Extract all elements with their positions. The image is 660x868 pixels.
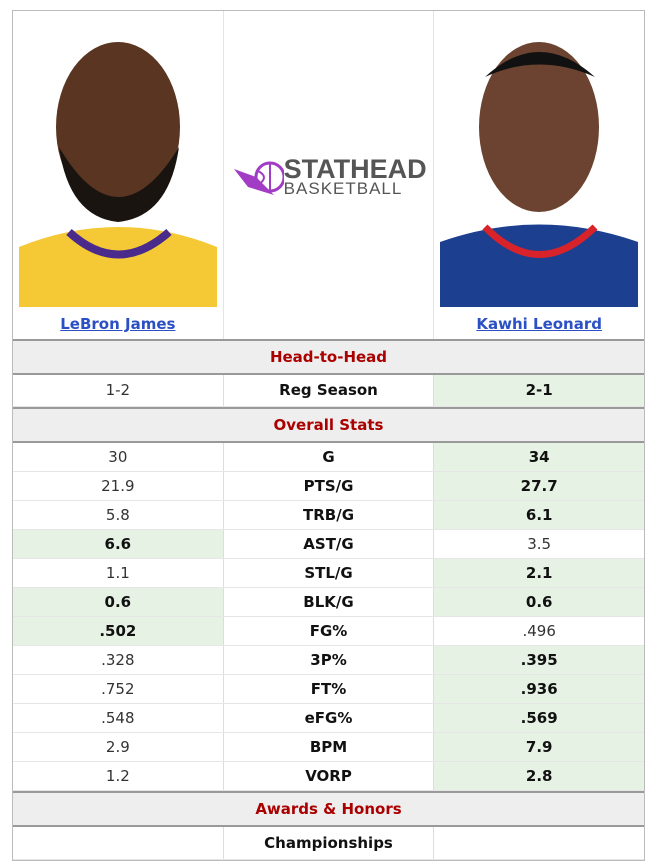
stat-row: .548 eFG% .569 [13,704,645,733]
left-value: 1-2 [105,381,131,399]
stat-label: BPM [222,733,435,761]
stat-label: Championships [222,827,435,859]
stathead-logo: STATHEAD BASKETBALL [233,154,427,198]
stat-row: .502 FG% .496 [13,617,644,646]
right-value: 6.1 [434,501,645,529]
stat-label: FT% [222,675,435,703]
left-value: 30 [108,448,128,466]
logo-text-1: STATHEAD [283,154,427,184]
player-right: Kawhi Leonard [434,11,644,339]
player-link-kawhi[interactable]: Kawhi Leonard [476,315,602,333]
stat-row: 6.6 AST/G 3.5 [13,530,644,559]
right-value: 2-1 [434,375,645,406]
section-overall-stats: Overall Stats [13,407,644,443]
logo-column: STATHEAD BASKETBALL [224,11,435,339]
stat-row: 30 G 34 [13,443,645,472]
left-value: 2.9 [105,738,130,756]
left-value: 5.8 [105,506,130,524]
player-left: LeBron James [13,11,224,339]
stat-label: TRB/G [222,501,435,529]
right-value: 2.1 [434,559,645,587]
right-value: 0.6 [434,588,645,616]
stat-label: 3P% [222,646,435,674]
left-value: 1.2 [105,767,130,785]
stat-label: PTS/G [222,472,435,500]
left-value: 6.6 [13,530,223,558]
stat-row: 0.6 BLK/G 0.6 [13,588,645,617]
comparison-table: LeBron James STATHEAD BASKETBALL Kawhi Le… [12,10,645,861]
logo-text-2: BASKETBALL [283,179,403,198]
stat-row: Championships [13,827,644,860]
right-value: 7.9 [434,733,645,761]
left-value: .548 [101,709,135,727]
player-photo-lebron [19,17,217,307]
stat-label: BLK/G [222,588,435,616]
stat-row: 1.1 STL/G 2.1 [13,559,645,588]
right-value: .395 [434,646,645,674]
stat-label: FG% [222,617,435,645]
right-value: .496 [522,622,556,640]
stat-label: STL/G [222,559,435,587]
left-value: .502 [13,617,223,645]
stat-label: G [222,443,435,471]
stat-row: 1.2 VORP 2.8 [13,762,645,791]
right-value: 27.7 [434,472,645,500]
right-value: .569 [434,704,645,732]
right-value [434,827,644,859]
player-photo-kawhi [440,17,639,307]
basketball-logo-icon [233,161,284,195]
stat-label: VORP [222,762,435,790]
stat-row: 5.8 TRB/G 6.1 [13,501,645,530]
right-value: 3.5 [527,535,552,553]
right-value: .936 [434,675,645,703]
stat-row: .328 3P% .395 [13,646,645,675]
right-value: 34 [434,443,645,471]
stat-row: 2.9 BPM 7.9 [13,733,645,762]
stat-row: 21.9 PTS/G 27.7 [13,472,645,501]
right-value: 2.8 [434,762,645,790]
left-value: .328 [101,651,135,669]
left-value: 0.6 [13,588,223,616]
section-awards: Awards & Honors [13,791,644,827]
stat-label: eFG% [222,704,435,732]
stat-row: .752 FT% .936 [13,675,645,704]
left-value: 21.9 [101,477,135,495]
left-value: .752 [101,680,135,698]
stat-label: AST/G [222,530,435,558]
player-link-lebron[interactable]: LeBron James [60,315,176,333]
left-value [13,827,223,859]
stat-row: 1-2 Reg Season 2-1 [13,375,645,407]
stat-label: Reg Season [222,375,435,406]
section-head-to-head: Head-to-Head [13,341,644,375]
left-value: 1.1 [105,564,130,582]
